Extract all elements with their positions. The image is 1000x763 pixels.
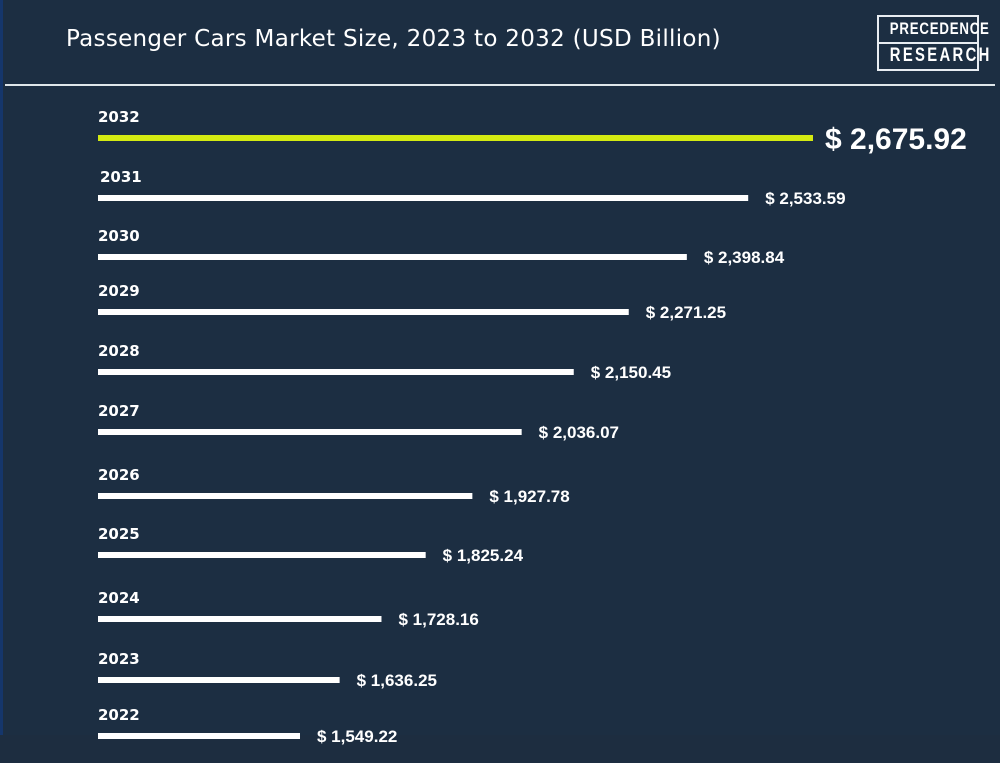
value-label: $ 2,271.25 xyxy=(646,303,726,322)
bar-row-2022: 2022 $ 1,549.22 xyxy=(98,706,397,746)
logo-line-1: PRECEDENCE xyxy=(889,19,990,38)
value-label: $ 1,825.24 xyxy=(443,546,524,565)
value-label: $ 1,927.78 xyxy=(489,487,569,506)
category-label: 2027 xyxy=(98,402,140,420)
chart-frame xyxy=(0,0,3,735)
bar-row-2028: 2028 $ 2,150.45 xyxy=(98,342,671,382)
bar xyxy=(98,677,340,683)
bar xyxy=(98,254,687,260)
value-label: $ 2,675.92 xyxy=(825,123,967,156)
bar xyxy=(98,309,629,315)
category-label: 2025 xyxy=(98,525,140,543)
value-label: $ 1,549.22 xyxy=(317,727,397,746)
value-label: $ 1,728.16 xyxy=(398,610,478,629)
bar xyxy=(98,733,300,739)
category-label: 2028 xyxy=(98,342,140,360)
category-label: 2023 xyxy=(98,650,140,668)
value-label: $ 2,150.45 xyxy=(591,363,671,382)
category-label: 2026 xyxy=(98,466,140,484)
bar xyxy=(98,493,473,499)
chart-title: Passenger Cars Market Size, 2023 to 2032… xyxy=(66,26,721,52)
logo-divider xyxy=(879,42,977,44)
bar-row-2032: 2032 $ 2,675.92 xyxy=(98,108,967,156)
bar-row-2029: 2029 $ 2,271.25 xyxy=(98,282,726,322)
precedence-research-logo: PRECEDENCE RESEARCH xyxy=(877,15,992,71)
bar-row-2023: 2023 $ 1,636.25 xyxy=(98,650,437,690)
category-label: 2022 xyxy=(98,706,140,724)
value-label: $ 2,398.84 xyxy=(704,248,785,267)
category-label: 2029 xyxy=(98,282,140,300)
bar-row-2031: 2031 $ 2,533.59 xyxy=(98,168,846,208)
title-divider xyxy=(5,84,995,86)
category-label: 2024 xyxy=(98,589,140,607)
category-label: 2030 xyxy=(98,227,140,245)
bar xyxy=(98,195,749,201)
bar xyxy=(98,135,813,141)
value-label: $ 2,036.07 xyxy=(539,423,619,442)
logo-line-2: RESEARCH xyxy=(889,45,992,66)
bar xyxy=(98,616,382,622)
category-label: 2031 xyxy=(100,168,142,186)
bar-row-2027: 2027 $ 2,036.07 xyxy=(98,402,619,442)
bar-row-2024: 2024 $ 1,728.16 xyxy=(98,589,479,629)
bar-row-2026: 2026 $ 1,927.78 xyxy=(98,466,570,506)
category-label: 2032 xyxy=(98,108,140,126)
bar xyxy=(98,369,574,375)
bar-row-2030: 2030 $ 2,398.84 xyxy=(98,227,785,267)
bar xyxy=(98,429,522,435)
value-label: $ 1,636.25 xyxy=(357,671,437,690)
bar xyxy=(98,552,426,558)
bottom-strip xyxy=(0,735,1000,763)
bar-row-2025: 2025 $ 1,825.24 xyxy=(98,525,524,565)
value-label: $ 2,533.59 xyxy=(765,189,845,208)
